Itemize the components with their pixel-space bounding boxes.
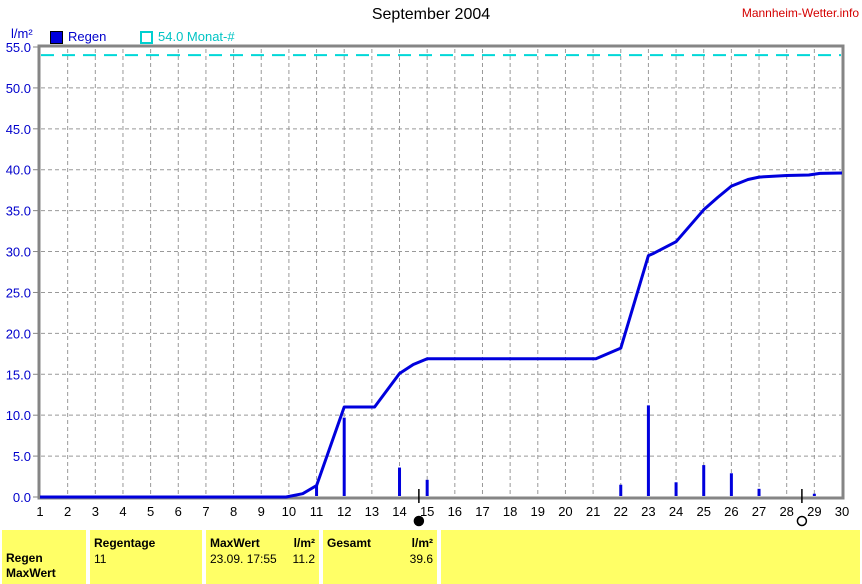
svg-text:9: 9 bbox=[258, 504, 265, 519]
gesamt-unit: l/m² bbox=[411, 536, 433, 550]
svg-text:27: 27 bbox=[752, 504, 766, 519]
rain-bars bbox=[315, 405, 816, 496]
svg-text:28: 28 bbox=[779, 504, 793, 519]
svg-text:30.0: 30.0 bbox=[6, 245, 31, 260]
svg-text:2: 2 bbox=[64, 504, 71, 519]
regentage-header: Regentage bbox=[94, 536, 156, 550]
svg-text:16: 16 bbox=[448, 504, 462, 519]
svg-text:6: 6 bbox=[175, 504, 182, 519]
svg-text:35.0: 35.0 bbox=[6, 204, 31, 219]
svg-text:7: 7 bbox=[202, 504, 209, 519]
svg-text:0.0: 0.0 bbox=[13, 490, 31, 505]
maxwert-unit: l/m² bbox=[293, 536, 315, 550]
regen-swatch-icon bbox=[50, 31, 63, 44]
svg-text:15.0: 15.0 bbox=[6, 367, 31, 382]
table-cell-maxwert: MaxWert l/m² 23.09. 17:55 11.2 bbox=[206, 530, 319, 584]
legend-monat-label: 54.0 Monat-# bbox=[158, 29, 235, 44]
svg-text:13: 13 bbox=[365, 504, 379, 519]
maxwert-value: 11.2 bbox=[292, 552, 315, 566]
svg-text:23: 23 bbox=[641, 504, 655, 519]
svg-text:21: 21 bbox=[586, 504, 600, 519]
svg-text:11: 11 bbox=[310, 504, 324, 519]
svg-text:10: 10 bbox=[282, 504, 296, 519]
svg-text:24: 24 bbox=[669, 504, 683, 519]
plot-border bbox=[37, 44, 845, 500]
svg-text:29: 29 bbox=[807, 504, 821, 519]
svg-text:20: 20 bbox=[558, 504, 572, 519]
regentage-value: 11 bbox=[94, 552, 107, 566]
svg-text:3: 3 bbox=[92, 504, 99, 519]
maxwert-header: MaxWert bbox=[210, 536, 260, 550]
svg-text:55.0: 55.0 bbox=[6, 40, 31, 55]
maxwert-datetime: 23.09. 17:55 bbox=[210, 552, 277, 566]
svg-text:22: 22 bbox=[614, 504, 628, 519]
row-label-regen: Regen bbox=[6, 551, 43, 565]
svg-text:18: 18 bbox=[503, 504, 517, 519]
new-moon-marker bbox=[413, 489, 425, 527]
cumulative-rain-line bbox=[40, 171, 843, 499]
table-cell-regentage: Regentage 11 bbox=[90, 530, 202, 584]
svg-text:8: 8 bbox=[230, 504, 237, 519]
rain-chart: 0.0 5.0 10.0 15.0 20.0 25.0 30.0 35.0 40.0 45.0 50… bbox=[6, 40, 849, 527]
svg-text:50.0: 50.0 bbox=[6, 81, 31, 96]
svg-text:40.0: 40.0 bbox=[6, 163, 31, 178]
svg-text:30: 30 bbox=[835, 504, 849, 519]
site-link[interactable]: Mannheim-Wetter.info bbox=[741, 6, 859, 20]
monat-reference-swatch-icon bbox=[140, 31, 153, 44]
gesamt-value: 39.6 bbox=[409, 552, 433, 566]
row-label-maxwert: MaxWert bbox=[6, 566, 56, 580]
svg-text:26: 26 bbox=[724, 504, 738, 519]
svg-text:20.0: 20.0 bbox=[6, 326, 31, 341]
svg-text:5.0: 5.0 bbox=[13, 449, 31, 464]
svg-text:12: 12 bbox=[337, 504, 351, 519]
table-cell-empty bbox=[441, 530, 860, 584]
svg-text:4: 4 bbox=[119, 504, 126, 519]
horizontal-gridlines bbox=[41, 87, 841, 457]
gesamt-header: Gesamt bbox=[327, 536, 372, 550]
x-axis-labels: 1 2 3 4 5 6 7 8 9 10 11 12 13 14 15 16 17 18 19 20 21 22 23 24 2… bbox=[36, 504, 849, 519]
vertical-gridlines bbox=[67, 49, 815, 496]
table-cell-row-labels: Regen MaxWert bbox=[2, 530, 86, 584]
y-axis-labels: 0.0 5.0 10.0 15.0 20.0 25.0 30.0 35.0 40.0 45.0 50… bbox=[6, 40, 38, 505]
svg-text:1: 1 bbox=[36, 504, 43, 519]
legend-regen-label: Regen bbox=[68, 29, 107, 44]
svg-text:25: 25 bbox=[696, 504, 710, 519]
svg-text:25.0: 25.0 bbox=[6, 285, 31, 300]
svg-text:19: 19 bbox=[531, 504, 545, 519]
svg-text:17: 17 bbox=[475, 504, 489, 519]
svg-text:45.0: 45.0 bbox=[6, 122, 31, 137]
svg-text:5: 5 bbox=[147, 504, 154, 519]
full-moon-marker bbox=[796, 489, 808, 527]
svg-text:15: 15 bbox=[420, 504, 434, 519]
y-axis-unit-label: l/m² bbox=[11, 26, 33, 41]
svg-text:14: 14 bbox=[392, 504, 406, 519]
page-title: September 2004 bbox=[371, 6, 491, 23]
table-cell-gesamt: Gesamt l/m² 39.6 bbox=[323, 530, 437, 584]
svg-text:10.0: 10.0 bbox=[6, 408, 31, 423]
